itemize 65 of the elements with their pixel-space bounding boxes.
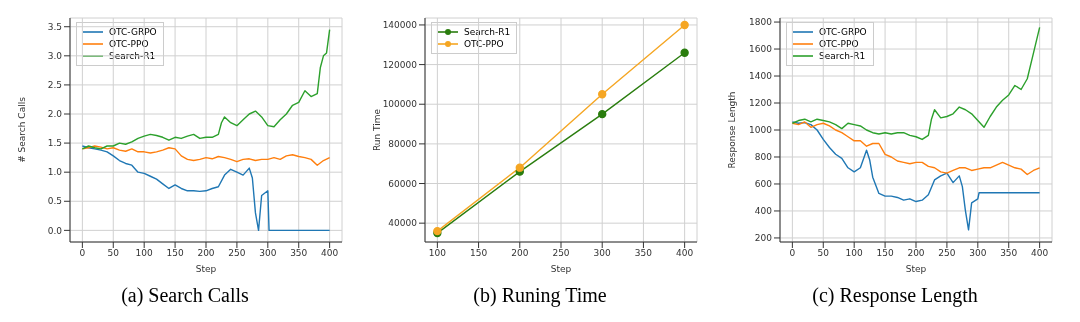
- text: (c) Response Length: [811, 284, 979, 307]
- x-tick-label: 350: [290, 248, 308, 259]
- x-tick-label: 150: [469, 248, 488, 259]
- x-tick-label: 250: [552, 248, 570, 259]
- y-tick-label: 200: [754, 233, 773, 244]
- legend-label: OTC-GRPO: [819, 26, 867, 38]
- x-tick-label: 400: [321, 248, 339, 259]
- y-tick-label: 120000: [382, 59, 418, 70]
- y-tick-label: 2.0: [47, 109, 63, 120]
- text: (a) Search Calls: [120, 284, 250, 307]
- y-tick-label: 2.5: [47, 80, 62, 91]
- y-axis-title: # Search Calls: [17, 96, 28, 163]
- x-tick-label: 300: [259, 248, 277, 259]
- y-tick-label: 800: [754, 152, 773, 163]
- legend-label: OTC-GRPO: [109, 26, 157, 38]
- x-tick-label: 350: [1000, 248, 1018, 259]
- x-tick-label: 250: [938, 248, 956, 259]
- y-tick-label: 0.5: [47, 196, 62, 207]
- y-axis-title: Run Time: [372, 108, 383, 152]
- x-tick-label: 0: [789, 248, 796, 259]
- y-tick-label: 1800: [749, 17, 773, 28]
- y-tick-label: 3.5: [47, 21, 62, 32]
- y-tick-label: 0.0: [47, 225, 63, 236]
- x-tick-label: 350: [634, 248, 653, 259]
- y-tick-label: 100000: [382, 99, 418, 110]
- y-axis-title: Response Length: [727, 91, 738, 169]
- y-tick-label: 40000: [388, 218, 418, 229]
- x-tick-label: 50: [817, 248, 830, 259]
- y-tick-label: 600: [754, 179, 773, 190]
- y-tick-label: 80000: [388, 139, 418, 150]
- legend-label: Search-R1: [819, 50, 866, 62]
- y-tick-label: 1200: [749, 98, 773, 109]
- x-tick-label: 100: [135, 248, 154, 259]
- x-axis-title: Step: [195, 264, 217, 274]
- x-tick-label: 0: [79, 248, 86, 259]
- legend-label: Search-R1: [109, 50, 156, 62]
- legend-label: OTC-PPO: [464, 38, 504, 50]
- y-tick-label: 140000: [382, 20, 418, 31]
- y-tick-label: 1400: [749, 71, 773, 82]
- x-tick-label: 400: [676, 248, 694, 259]
- x-tick-label: 400: [1031, 248, 1049, 259]
- x-tick-label: 50: [107, 248, 120, 259]
- y-tick-label: 1000: [749, 125, 773, 136]
- x-tick-label: 200: [907, 248, 925, 259]
- x-tick-label: 150: [876, 248, 894, 259]
- y-tick-label: 3.0: [47, 51, 63, 62]
- x-tick-label: 150: [166, 248, 184, 259]
- legend-label: OTC-PPO: [109, 38, 149, 50]
- y-tick-label: 1.5: [47, 138, 62, 149]
- text: (b) Runing Time: [472, 284, 608, 307]
- y-tick-label: 1600: [749, 44, 773, 55]
- x-tick-label: 200: [197, 248, 215, 259]
- x-tick-label: 100: [845, 248, 864, 259]
- x-tick-label: 300: [593, 248, 612, 259]
- y-tick-label: 1.0: [47, 167, 63, 178]
- x-axis-title: Step: [550, 264, 572, 274]
- legend-label: Search-R1: [464, 26, 511, 38]
- x-tick-label: 200: [511, 248, 529, 259]
- x-tick-label: 250: [228, 248, 246, 259]
- x-axis-title: Step: [905, 264, 927, 274]
- y-tick-label: 60000: [388, 178, 418, 189]
- x-tick-label: 100: [428, 248, 447, 259]
- y-tick-label: 400: [754, 206, 773, 217]
- x-tick-label: 300: [969, 248, 987, 259]
- legend-label: OTC-PPO: [819, 38, 859, 50]
